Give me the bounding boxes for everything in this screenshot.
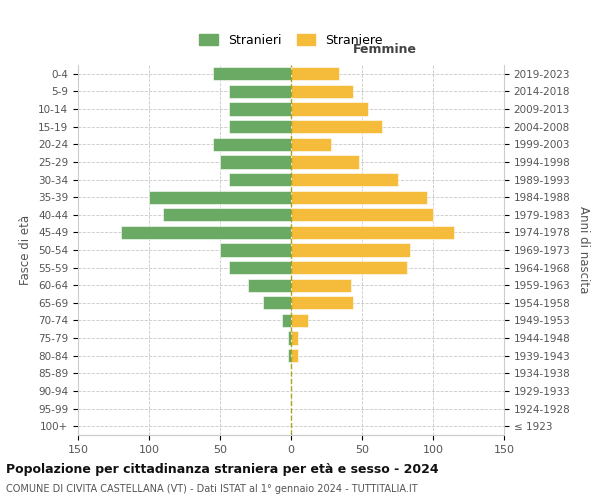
Y-axis label: Fasce di età: Fasce di età: [19, 215, 32, 285]
Bar: [291, 190, 427, 204]
Bar: [229, 85, 291, 98]
Legend: Stranieri, Straniere: Stranieri, Straniere: [194, 28, 388, 52]
Bar: [291, 173, 398, 186]
Bar: [291, 332, 298, 344]
Bar: [288, 332, 291, 344]
Bar: [263, 296, 291, 310]
Bar: [213, 138, 291, 151]
Bar: [220, 244, 291, 256]
Bar: [291, 278, 350, 292]
Bar: [248, 278, 291, 292]
Bar: [291, 244, 410, 256]
Bar: [213, 67, 291, 80]
Text: COMUNE DI CIVITA CASTELLANA (VT) - Dati ISTAT al 1° gennaio 2024 - TUTTITALIA.IT: COMUNE DI CIVITA CASTELLANA (VT) - Dati …: [6, 484, 418, 494]
Bar: [291, 156, 359, 168]
Bar: [288, 349, 291, 362]
Bar: [291, 138, 331, 151]
Bar: [229, 120, 291, 134]
Bar: [291, 349, 298, 362]
Bar: [291, 296, 353, 310]
Bar: [291, 261, 407, 274]
Bar: [229, 102, 291, 116]
Bar: [163, 208, 291, 222]
Bar: [291, 226, 454, 239]
Bar: [283, 314, 291, 327]
Bar: [291, 102, 368, 116]
Text: Popolazione per cittadinanza straniera per età e sesso - 2024: Popolazione per cittadinanza straniera p…: [6, 462, 439, 475]
Bar: [291, 120, 382, 134]
Bar: [291, 85, 353, 98]
Bar: [229, 261, 291, 274]
Bar: [229, 173, 291, 186]
Bar: [291, 208, 433, 222]
Y-axis label: Anni di nascita: Anni di nascita: [577, 206, 590, 294]
Bar: [121, 226, 291, 239]
Bar: [291, 67, 339, 80]
Bar: [291, 314, 308, 327]
Text: Femmine: Femmine: [353, 43, 417, 56]
Bar: [220, 156, 291, 168]
Bar: [149, 190, 291, 204]
